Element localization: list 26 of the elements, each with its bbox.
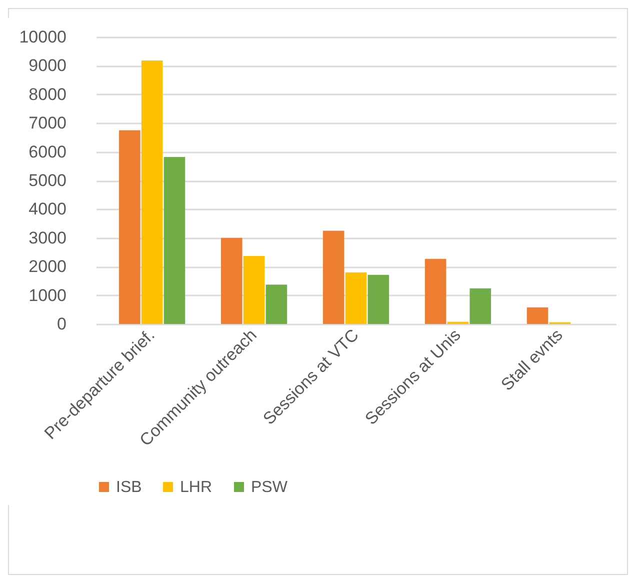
legend-label: PSW: [251, 479, 288, 496]
bar: [266, 284, 288, 324]
y-tick-label: 8000: [28, 84, 66, 104]
y-tick-label: 6000: [28, 142, 66, 162]
bar: [526, 307, 548, 324]
legend-label: LHR: [180, 479, 212, 496]
bar: [322, 230, 344, 324]
bar: [119, 130, 140, 324]
bar: [243, 256, 265, 324]
y-tick-label: 10000: [19, 28, 66, 46]
bar: [220, 238, 242, 324]
legend-label: ISB: [116, 479, 142, 496]
y-tick-label: 5000: [28, 171, 66, 190]
bar: [470, 288, 492, 324]
y-tick-label: 4000: [28, 200, 66, 219]
bar: [424, 258, 446, 324]
y-tick-label: 1000: [28, 286, 66, 305]
bar: [164, 156, 186, 324]
y-tick-label: 7000: [28, 114, 66, 133]
y-tick-label: 9000: [28, 56, 66, 76]
bar: [345, 272, 367, 324]
y-tick-label: 3000: [28, 228, 66, 248]
bar: [368, 274, 390, 324]
y-tick-label: 2000: [28, 257, 66, 276]
y-tick-label: 0: [57, 314, 66, 334]
bar: [141, 60, 163, 324]
